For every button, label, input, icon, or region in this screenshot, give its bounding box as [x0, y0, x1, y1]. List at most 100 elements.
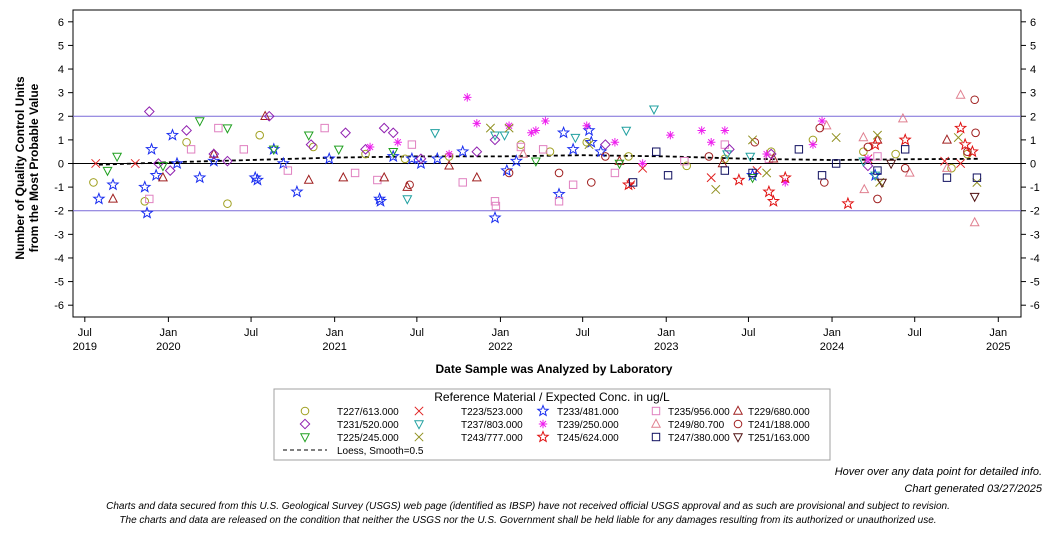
data-point[interactable] [762, 168, 772, 178]
data-point[interactable] [720, 126, 730, 135]
data-point[interactable] [407, 140, 417, 149]
data-point[interactable] [859, 147, 868, 156]
data-point[interactable] [969, 216, 980, 227]
data-point[interactable] [208, 148, 220, 160]
data-point[interactable] [666, 130, 675, 140]
data-point[interactable] [322, 151, 336, 165]
data-point[interactable] [373, 175, 382, 185]
data-point[interactable] [680, 156, 689, 166]
data-point[interactable] [140, 206, 154, 219]
data-point[interactable] [333, 145, 344, 156]
data-point[interactable] [365, 142, 375, 152]
data-point[interactable] [821, 119, 832, 130]
data-point[interactable] [414, 156, 428, 170]
data-point[interactable] [250, 173, 265, 186]
data-point[interactable] [815, 123, 825, 133]
data-point[interactable] [873, 194, 882, 204]
data-point[interactable] [149, 168, 163, 181]
data-point[interactable] [405, 180, 414, 190]
data-point[interactable] [516, 140, 526, 149]
data-point[interactable] [471, 171, 482, 182]
data-point[interactable] [130, 158, 140, 169]
data-point[interactable] [145, 142, 159, 155]
data-point[interactable] [556, 125, 571, 139]
data-point[interactable] [621, 177, 636, 191]
data-point[interactable] [652, 147, 661, 156]
data-point[interactable] [214, 123, 223, 133]
data-point[interactable] [748, 168, 757, 178]
data-point[interactable] [841, 196, 855, 210]
data-point[interactable] [415, 153, 427, 165]
data-point[interactable] [541, 116, 550, 126]
data-point[interactable] [509, 154, 523, 167]
data-point[interactable] [458, 178, 467, 187]
data-point[interactable] [942, 173, 952, 182]
legend-marker[interactable] [651, 432, 661, 442]
data-point[interactable] [518, 148, 529, 158]
data-point[interactable] [430, 151, 444, 165]
data-point[interactable] [208, 148, 219, 158]
data-point[interactable] [488, 210, 502, 224]
data-point[interactable] [778, 170, 792, 184]
data-point[interactable] [276, 156, 290, 170]
data-point[interactable] [552, 187, 566, 200]
data-point[interactable] [873, 152, 882, 161]
data-point[interactable] [720, 140, 730, 149]
data-point[interactable] [706, 173, 716, 183]
data-point[interactable] [290, 184, 304, 198]
data-point[interactable] [489, 131, 501, 141]
data-point[interactable] [554, 197, 564, 206]
data-point[interactable] [140, 196, 150, 206]
data-point[interactable] [971, 128, 980, 138]
data-point[interactable] [872, 130, 883, 140]
data-point[interactable] [570, 133, 581, 144]
data-point[interactable] [941, 134, 952, 144]
data-point[interactable] [303, 174, 314, 184]
data-point[interactable] [193, 170, 207, 184]
data-point[interactable] [638, 163, 648, 173]
data-point[interactable] [554, 168, 564, 178]
data-point[interactable] [112, 152, 123, 163]
data-point[interactable] [720, 166, 730, 175]
data-point[interactable] [145, 194, 154, 204]
legend-marker[interactable] [538, 419, 548, 429]
data-point[interactable] [820, 178, 829, 187]
data-point[interactable] [628, 178, 638, 187]
data-point[interactable] [747, 173, 758, 184]
data-point[interactable] [350, 168, 360, 178]
data-point[interactable] [504, 123, 514, 133]
data-point[interactable] [255, 130, 264, 140]
data-point[interactable] [817, 116, 827, 126]
legend-marker[interactable] [299, 418, 311, 430]
legend-marker[interactable] [536, 404, 550, 417]
data-point[interactable] [102, 166, 113, 177]
data-point[interactable] [194, 117, 205, 127]
data-point[interactable] [781, 178, 790, 187]
data-point[interactable] [697, 126, 706, 135]
data-points[interactable] [89, 89, 982, 227]
data-point[interactable] [489, 134, 501, 146]
data-point[interactable] [373, 194, 388, 207]
data-point[interactable] [91, 158, 101, 169]
data-point[interactable] [972, 173, 982, 182]
legend-marker[interactable] [536, 430, 550, 443]
data-point[interactable] [594, 144, 608, 158]
data-point[interactable] [972, 177, 982, 187]
data-point[interactable] [732, 173, 746, 186]
data-point[interactable] [707, 138, 716, 147]
data-point[interactable] [582, 123, 596, 137]
data-point[interactable] [566, 142, 580, 155]
data-point[interactable] [722, 150, 733, 160]
data-point[interactable] [405, 151, 419, 165]
data-point[interactable] [263, 110, 275, 122]
data-point[interactable] [750, 137, 760, 147]
data-point[interactable] [762, 184, 776, 198]
data-point[interactable] [897, 112, 908, 123]
data-point[interactable] [766, 194, 781, 207]
data-point[interactable] [181, 125, 192, 136]
data-point[interactable] [490, 197, 500, 206]
data-point[interactable] [538, 145, 548, 154]
legend-marker[interactable] [732, 405, 744, 415]
data-point[interactable] [157, 171, 168, 182]
data-point[interactable] [379, 171, 390, 182]
